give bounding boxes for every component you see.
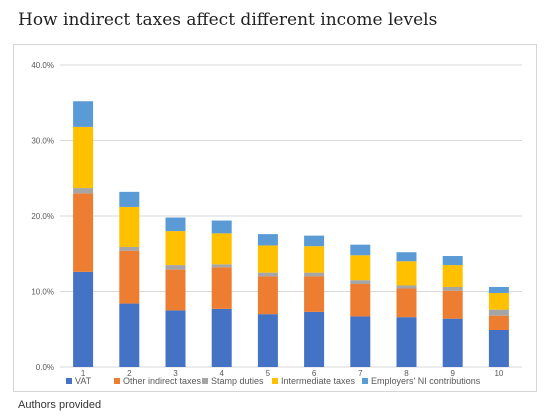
bar-intermediate-taxes	[442, 265, 463, 287]
x-tick-label: 1	[81, 369, 86, 378]
bar-vat	[304, 311, 325, 367]
legend-swatch	[272, 378, 278, 384]
bar-other-indirect-taxes	[396, 288, 417, 318]
bar-vat	[257, 314, 278, 367]
legend-swatch	[202, 378, 208, 384]
bar-vat	[396, 317, 417, 367]
bar-employers-ni-contributions	[165, 217, 186, 232]
bar-other-indirect-taxes	[488, 315, 509, 331]
bar-intermediate-taxes	[257, 245, 278, 273]
stacked-bar-chart: 0.0% 10.0% 20.0% 30.0% 40.0% 1 2 3 4 5 6 7 8 9 10 VAT Ot…	[31, 61, 522, 386]
bar-vat	[73, 271, 94, 367]
x-tick-label: 4	[219, 369, 224, 378]
legend-label: Intermediate taxes	[281, 376, 356, 386]
x-tick-label: 9	[450, 369, 455, 378]
bar-vat	[165, 310, 186, 367]
bar-stamp-duties	[211, 264, 232, 268]
y-tick-label: 40.0%	[31, 61, 54, 70]
legend-label: VAT	[75, 376, 92, 386]
bar-vat	[119, 303, 140, 367]
bar-other-indirect-taxes	[211, 267, 232, 309]
legend-label: Employers' NI contributions	[371, 376, 481, 386]
x-tick-label: 8	[404, 369, 409, 378]
y-tick-label: 10.0%	[31, 288, 54, 297]
bar-vat	[488, 330, 509, 367]
bar-employers-ni-contributions	[211, 220, 232, 234]
bar-stamp-duties	[73, 188, 94, 194]
image-credit: Authors provided	[18, 399, 102, 411]
x-tick-label: 5	[266, 369, 271, 378]
bar-stamp-duties	[257, 272, 278, 277]
bar-intermediate-taxes	[119, 206, 140, 247]
bar-employers-ni-contributions	[304, 235, 325, 247]
chart-area: 0.0% 10.0% 20.0% 30.0% 40.0% 1 2 3 4 5 6 7 8 9 10 VAT Ot…	[13, 44, 537, 392]
bar-employers-ni-contributions	[257, 234, 278, 246]
bar-other-indirect-taxes	[304, 276, 325, 312]
bar-stamp-duties	[442, 286, 463, 291]
legend-label: Other indirect taxes	[123, 376, 202, 386]
bar-employers-ni-contributions	[442, 256, 463, 266]
y-tick-label: 30.0%	[31, 137, 54, 146]
bar-vat	[442, 318, 463, 367]
legend-swatch	[114, 378, 120, 384]
bar-stamp-duties	[165, 265, 186, 270]
bar-stamp-duties	[488, 309, 509, 316]
bar-stamp-duties	[350, 280, 371, 284]
x-tick-label: 3	[173, 369, 178, 378]
bar-employers-ni-contributions	[119, 191, 140, 207]
bar-other-indirect-taxes	[350, 283, 371, 317]
bar-stamp-duties	[119, 246, 140, 251]
y-tick-label: 20.0%	[31, 212, 54, 221]
bar-stamp-duties	[396, 285, 417, 289]
bar-employers-ni-contributions	[396, 252, 417, 262]
bar-employers-ni-contributions	[350, 244, 371, 256]
bar-other-indirect-taxes	[165, 269, 186, 311]
bar-other-indirect-taxes	[257, 276, 278, 315]
bar-other-indirect-taxes	[73, 193, 94, 272]
bar-intermediate-taxes	[165, 231, 186, 266]
bar-other-indirect-taxes	[442, 290, 463, 319]
legend-swatch	[362, 378, 368, 384]
bar-intermediate-taxes	[396, 261, 417, 286]
bar-other-indirect-taxes	[119, 250, 140, 304]
legend-label: Stamp duties	[211, 376, 264, 386]
bar-vat	[350, 316, 371, 367]
bar-vat	[211, 308, 232, 367]
bar-intermediate-taxes	[350, 255, 371, 281]
bar-employers-ni-contributions	[73, 101, 94, 127]
legend-swatch	[66, 378, 72, 384]
x-tick-label: 2	[127, 369, 132, 378]
bar-intermediate-taxes	[304, 246, 325, 273]
bar-employers-ni-contributions	[488, 286, 509, 294]
x-tick-label: 7	[358, 369, 363, 378]
y-tick-label: 0.0%	[36, 363, 54, 372]
bar-intermediate-taxes	[488, 293, 509, 310]
bar-stamp-duties	[304, 272, 325, 277]
chart-title: How indirect taxes affect different inco…	[18, 10, 438, 30]
bar-intermediate-taxes	[73, 126, 94, 189]
bar-intermediate-taxes	[211, 233, 232, 265]
x-tick-label: 6	[312, 369, 317, 378]
x-tick-label: 10	[494, 369, 503, 378]
